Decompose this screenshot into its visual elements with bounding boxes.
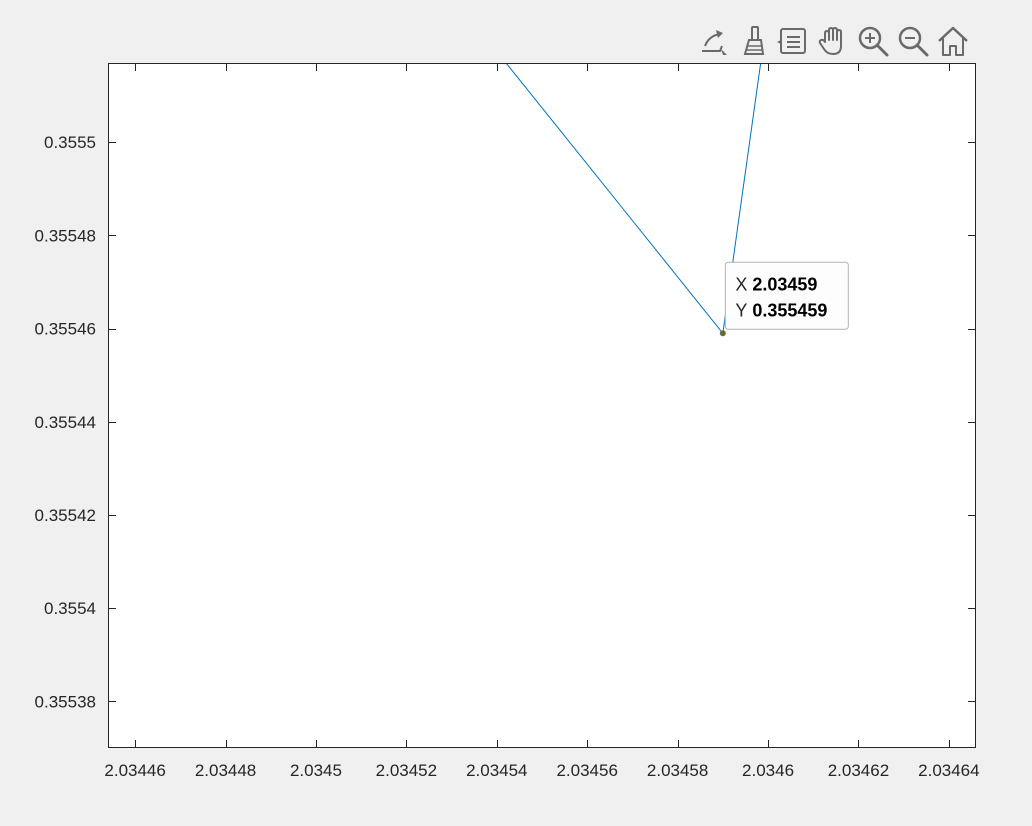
datatip-y-row: Y 0.355459 (735, 300, 827, 320)
zoom-in-button[interactable] (854, 22, 892, 60)
axes-box (108, 63, 976, 748)
x-tick-label: 2.03452 (376, 761, 437, 780)
pan-button[interactable] (814, 22, 852, 60)
pan-hand-icon (818, 27, 842, 55)
edit-plot-icon (702, 30, 727, 55)
data-tips-icon (777, 28, 806, 54)
axes-toolbar (694, 22, 972, 60)
zoom-out-button[interactable] (894, 22, 932, 60)
datatip-box[interactable] (724, 261, 849, 330)
brush-icon (743, 26, 765, 55)
datatip-y-value: 0.355459 (752, 300, 827, 320)
y-tick-label: 0.35542 (35, 506, 96, 525)
x-tick-label: 2.03458 (647, 761, 708, 780)
y-tick-label: 0.35538 (35, 692, 96, 711)
x-tick-label: 2.03454 (466, 761, 527, 780)
y-tick-label: 0.35544 (35, 413, 96, 432)
x-tick-label: 2.0346 (742, 761, 794, 780)
y-tick-label: 0.35548 (35, 226, 96, 245)
x-tick-label: 2.03448 (195, 761, 256, 780)
datatip-x-row: X 2.03459 (735, 274, 817, 294)
x-tick-label: 2.0345 (290, 761, 342, 780)
y-tick-label: 0.35546 (35, 320, 96, 339)
brush-button[interactable] (734, 22, 772, 60)
edit-plot-button[interactable] (694, 22, 732, 60)
x-tick-label: 2.03462 (828, 761, 889, 780)
restore-view-button[interactable] (934, 22, 972, 60)
y-tick-label: 0.3555 (44, 133, 96, 152)
x-tick-label: 2.03446 (104, 761, 165, 780)
datatip-x-value: 2.03459 (752, 274, 817, 294)
x-tick-label: 2.03464 (918, 761, 979, 780)
y-tick-label: 0.3554 (44, 599, 96, 618)
zoom-out-icon (898, 26, 929, 57)
axes-background[interactable] (108, 63, 976, 748)
data-tips-button[interactable] (774, 22, 812, 60)
x-tick-label: 2.03456 (556, 761, 617, 780)
zoom-in-icon (858, 26, 889, 57)
home-icon (938, 26, 968, 56)
datatip-marker[interactable] (719, 330, 726, 337)
datatip-x-label: X (735, 274, 747, 294)
datatip-y-label: Y (735, 300, 747, 320)
